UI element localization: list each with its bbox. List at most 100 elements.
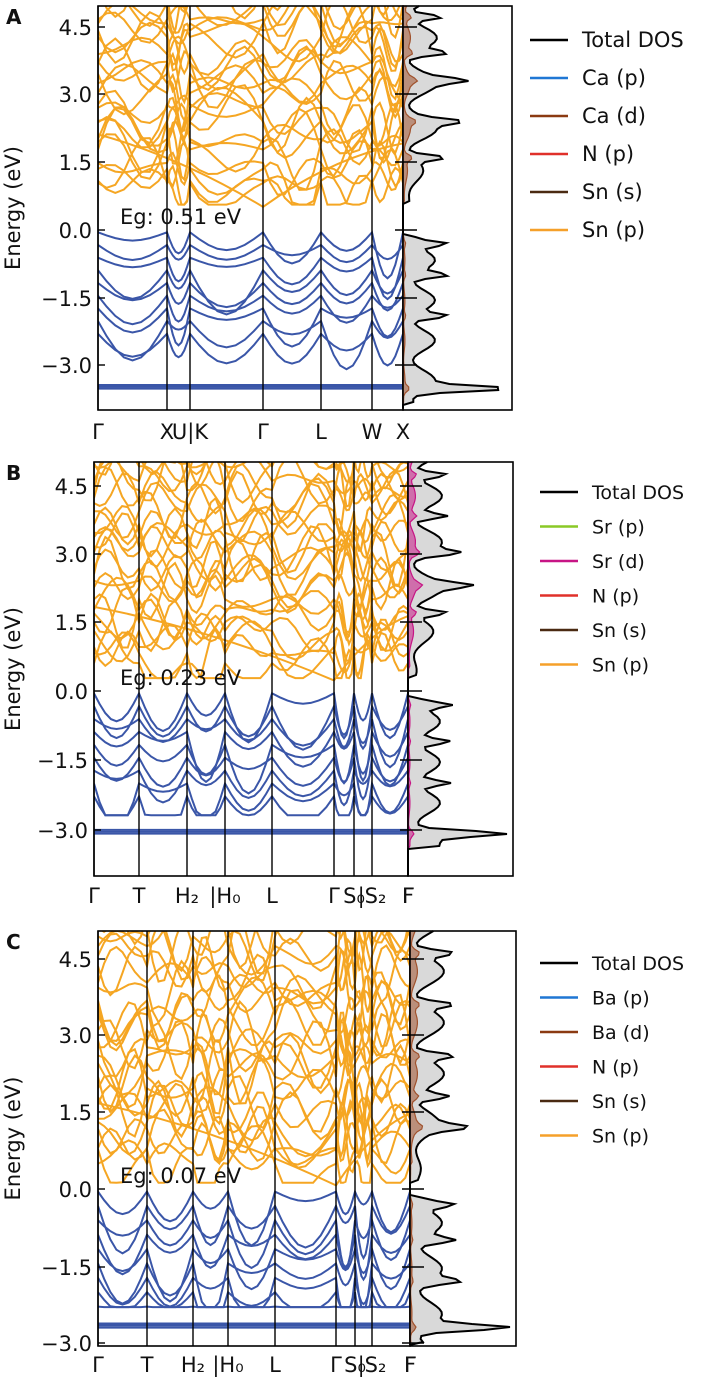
conduction-band-minimum-line — [98, 1102, 410, 1187]
band-gap-annotation: Eg: 0.51 eV — [120, 205, 242, 229]
legend-entry: Total DOS — [591, 953, 684, 975]
kpoint-label: S₀ — [344, 1353, 366, 1377]
kpoint-label: X — [396, 420, 410, 444]
conduction-band-line — [100, 931, 410, 983]
y-tick-label: −3.0 — [41, 1332, 92, 1356]
y-tick-label: 4.5 — [55, 475, 88, 499]
y-tick-label: 0.0 — [59, 219, 92, 243]
y-tick-label: 4.5 — [59, 16, 92, 40]
y-axis-label: Energy (eV) — [1, 607, 25, 731]
band-lines — [94, 462, 408, 835]
panel-label: C — [6, 930, 21, 954]
conduction-band-line — [94, 462, 408, 523]
kpoint-label: |H₀ — [212, 1353, 243, 1378]
y-tick-label: −1.5 — [41, 1256, 92, 1280]
kpoint-label: L — [269, 1353, 281, 1377]
legend-entry: Ca (p) — [582, 66, 646, 90]
y-tick-label: 3.0 — [59, 1024, 92, 1048]
dos-plot-frame — [407, 461, 514, 877]
panel-a: 4.5 3.0 1.5 0.0 −1.5 −3.0 Energy (eV) A Eg: 0.51… — [1, 5, 684, 445]
kpoint-label: F — [402, 884, 414, 908]
y-tick-label: −1.5 — [41, 287, 92, 311]
kpoint-label: F — [404, 1353, 416, 1377]
y-tick-label: 1.5 — [59, 1101, 92, 1125]
y-tick-label: 1.5 — [55, 611, 88, 635]
kpoint-label: L — [315, 420, 327, 444]
kpoint-label: |S₂ — [358, 884, 387, 909]
valence-band-line — [98, 230, 403, 280]
kpoint-label: T — [140, 1353, 154, 1377]
valence-band-line — [98, 267, 403, 316]
legend-entry: Sr (p) — [592, 517, 645, 539]
valence-band-line — [94, 779, 408, 817]
y-axis-label: Energy (eV) — [1, 146, 25, 270]
legend-entry: Ca (d) — [582, 104, 646, 128]
band-gap-annotation: Eg: 0.07 eV — [120, 1164, 242, 1188]
kpath-labels: Γ XU|K Γ L W X — [92, 420, 410, 445]
legend-entry: Total DOS — [591, 482, 684, 504]
legend-entry: N (p) — [582, 142, 634, 166]
total-dos-curve — [407, 461, 508, 876]
kpoint-label: S₀ — [343, 884, 365, 908]
dos-panel — [409, 930, 517, 1347]
legend-entry: Sn (p) — [592, 655, 649, 677]
kpoint-label: T — [132, 884, 146, 908]
dos-panel — [407, 461, 514, 877]
kpoint-label: |S₂ — [358, 1353, 387, 1378]
panel-c: 4.5 3.0 1.5 0.0 −1.5 −3.0 Energy (eV) C Eg: 0.07… — [1, 930, 684, 1378]
kpoint-label: |H₀ — [209, 884, 240, 909]
y-tick-label: −3.0 — [37, 819, 88, 843]
valence-band-line — [94, 793, 408, 817]
conduction-band-line — [141, 462, 362, 508]
kpoint-label: L — [266, 884, 278, 908]
kpoint-label: Γ — [330, 1353, 342, 1377]
y-tick-label: −1.5 — [37, 749, 88, 773]
y-tick-label: −3.0 — [41, 354, 92, 378]
valence-band-line — [98, 281, 403, 312]
conduction-band-line — [98, 45, 403, 116]
dos-panel — [402, 5, 513, 411]
valence-band-line — [98, 331, 403, 367]
kpoint-label: Γ — [402, 884, 414, 908]
kpoint-label: Γ — [88, 884, 100, 908]
legend-entry: N (p) — [592, 586, 639, 608]
valence-band-line — [98, 1260, 410, 1309]
y-tick-label: 0.0 — [55, 680, 88, 704]
kpath-labels: Γ T H₂ |H₀ L Γ S₀|S₂ FΓ — [92, 1353, 416, 1378]
legend-entry: Sn (s) — [592, 1091, 647, 1113]
kpath-labels: Γ T H₂ |H₀ L Γ S₀|S₂ FΓ — [88, 884, 414, 909]
kpoint-label: U|K — [172, 420, 209, 445]
panel-label: B — [6, 461, 21, 485]
total-dos-fill — [408, 462, 507, 876]
kpoint-label: H₂ — [175, 884, 199, 908]
valence-band-line — [94, 702, 408, 751]
y-tick-label: 4.5 — [59, 948, 92, 972]
legend: Total DOS Ca (p) Ca (d) N (p) Sn (s) Sn (p) — [530, 28, 684, 242]
legend-entry: Sr (d) — [592, 551, 645, 573]
kpoint-label: H₂ — [181, 1353, 205, 1377]
total-dos-fill — [403, 6, 499, 410]
y-tick-label: 0.0 — [59, 1178, 92, 1202]
total-dos-curve — [409, 930, 511, 1346]
kpoint-label: Γ — [404, 1353, 416, 1377]
panel-label: A — [6, 5, 22, 29]
legend-entry: Sn (s) — [582, 180, 643, 204]
valence-band-line — [98, 1274, 410, 1309]
kpoint-label: W — [362, 420, 383, 444]
legend: Total DOS Ba (p) Ba (d) N (p) Sn (s) Sn (p) — [540, 953, 684, 1148]
legend-entry: Sn (p) — [582, 218, 645, 242]
y-axis-label: Energy (eV) — [1, 1077, 25, 1201]
legend-entry: Total DOS — [581, 28, 684, 52]
legend-entry: Sn (s) — [592, 620, 647, 642]
y-tick-label: 1.5 — [59, 151, 92, 175]
kpoint-label: Γ — [328, 884, 340, 908]
y-tick-label: 3.0 — [55, 543, 88, 567]
conduction-band-line — [98, 931, 410, 982]
legend-entry: Ba (p) — [592, 988, 650, 1010]
valence-band-line — [98, 1305, 410, 1309]
dos-plot-frame — [409, 930, 517, 1347]
band-lines — [98, 6, 403, 390]
total-dos-fill — [410, 931, 510, 1346]
y-tick-label: 3.0 — [59, 83, 92, 107]
